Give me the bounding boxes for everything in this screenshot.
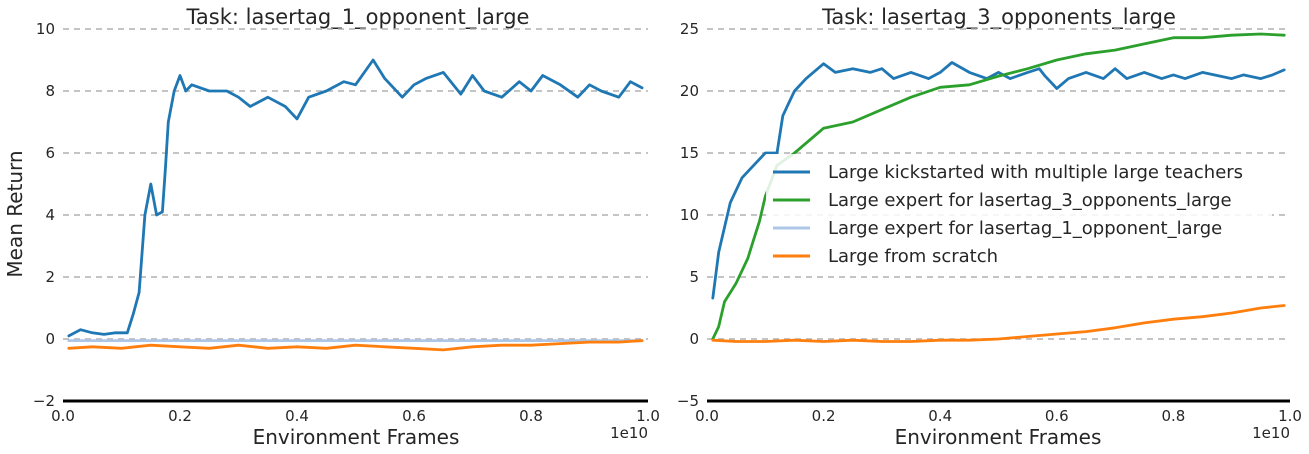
right-x-tick-label: 0.0 — [695, 407, 719, 425]
left-series-line-large-from-scratch — [67, 339, 644, 352]
right-series-line-large-from-scratch — [711, 304, 1286, 343]
left-y-tick-label: 6 — [45, 144, 55, 162]
left-y-tick-label: 0 — [45, 330, 55, 348]
left-x-tick-label: 1.0 — [636, 407, 660, 425]
right-x-offset-label: 1e10 — [1252, 424, 1290, 442]
right-chart-title: Task: lasertag_3_opponents_large — [821, 5, 1176, 30]
right-series-lines — [711, 32, 1286, 343]
legend-label: Large expert for lasertag_1_opponent_lar… — [828, 218, 1222, 239]
right-x-tick-label: 1.0 — [1278, 407, 1302, 425]
left-x-tick-label: 0.2 — [168, 407, 192, 425]
left-x-offset-label: 1e10 — [610, 424, 648, 442]
left-grid — [63, 28, 648, 340]
left-x-tick-labels: 0.0 0.2 0.4 0.6 0.8 1.0 — [51, 407, 660, 425]
right-x-axis-label: Environment Frames — [895, 425, 1102, 449]
left-y-tick-label: 4 — [45, 206, 55, 224]
right-x-tick-labels: 0.0 0.2 0.4 0.6 0.8 1.0 — [695, 407, 1302, 425]
left-chart-panel: Task: lasertag_1_opponent_large −2 0 2 4 6 8 1… — [3, 5, 660, 449]
left-x-tick-label: 0.8 — [519, 407, 543, 425]
legend-background — [766, 154, 1272, 272]
right-y-tick-label: 25 — [680, 20, 699, 38]
left-x-tick-label: 0.0 — [51, 407, 75, 425]
legend-label: Large from scratch — [828, 246, 998, 267]
right-x-tick-label: 0.2 — [812, 407, 836, 425]
legend-entry: Large kickstarted with multiple large te… — [773, 162, 1243, 183]
right-x-tick-label: 0.4 — [928, 407, 952, 425]
legend: Large kickstarted with multiple large te… — [766, 154, 1272, 272]
right-y-tick-label: 15 — [680, 144, 699, 162]
left-chart-title: Task: lasertag_1_opponent_large — [186, 5, 530, 30]
left-y-tick-label: 2 — [45, 268, 55, 286]
right-y-tick-label: 10 — [680, 206, 699, 224]
right-x-tick-label: 0.8 — [1161, 407, 1185, 425]
left-x-tick-label: 0.6 — [402, 407, 426, 425]
right-x-tick-label: 0.6 — [1045, 407, 1069, 425]
left-x-axis-label: Environment Frames — [253, 425, 460, 449]
left-y-axis-label: Mean Return — [3, 150, 27, 277]
legend-label: Large kickstarted with multiple large te… — [828, 162, 1243, 183]
left-y-tick-label: −2 — [33, 392, 55, 410]
legend-entry: Large expert for lasertag_1_opponent_lar… — [773, 218, 1222, 239]
legend-entry: Large from scratch — [773, 246, 998, 267]
right-series-line-large-expert-for-lasertag-3-opponents-large — [711, 32, 1286, 341]
right-y-tick-labels: −5 0 5 10 15 20 25 — [677, 20, 699, 410]
right-y-tick-label: −5 — [677, 392, 699, 410]
right-y-tick-label: 5 — [689, 268, 699, 286]
legend-entry: Large expert for lasertag_3_opponents_la… — [773, 190, 1232, 211]
left-x-tick-label: 0.4 — [285, 407, 309, 425]
left-series-line-large-kickstarted-with-multiple-large-teachers — [67, 58, 644, 338]
legend-label: Large expert for lasertag_3_opponents_la… — [828, 190, 1232, 211]
right-chart-panel: Task: lasertag_3_opponents_large −5 0 5 10 1… — [677, 5, 1302, 449]
left-series-lines — [67, 58, 644, 352]
left-y-tick-label: 8 — [45, 82, 55, 100]
right-y-tick-label: 20 — [680, 82, 699, 100]
right-y-tick-label: 0 — [689, 330, 699, 348]
left-y-tick-labels: −2 0 2 4 6 8 10 — [33, 20, 55, 410]
left-y-tick-label: 10 — [36, 20, 55, 38]
